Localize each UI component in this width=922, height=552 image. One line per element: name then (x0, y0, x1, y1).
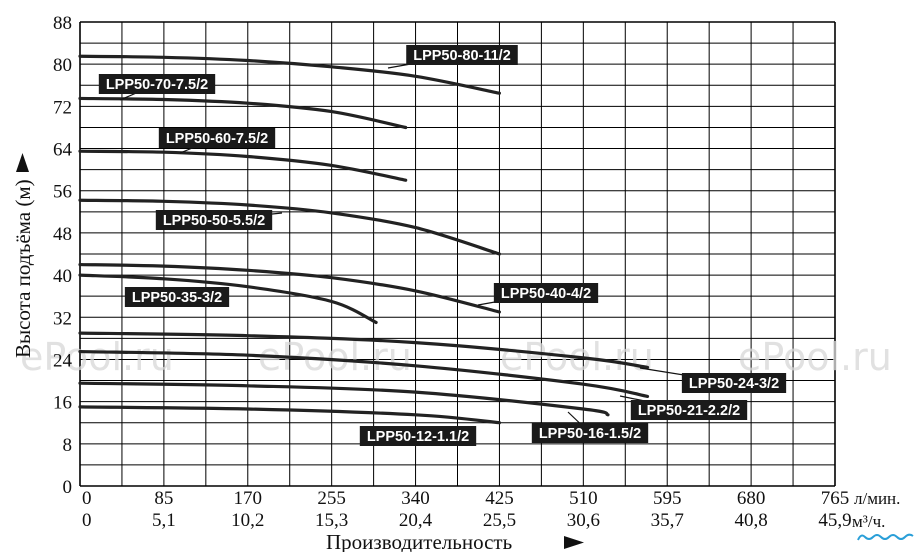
series-label: LPP50-60-7.5/2 (158, 128, 276, 154)
x2-tick-labels: 0 5,1 10,2 15,3 20,4 25,5 30,6 35,7 40,8 45,9 (82, 510, 852, 531)
x2-tick-label: 20,4 (399, 510, 433, 531)
curve-LPP50-50-5.5/2 (78, 198, 501, 256)
y-axis-title: Высота подъёма (м) (11, 179, 35, 358)
label-box (493, 283, 599, 303)
x-axis-title: Производительность (326, 530, 512, 552)
label-text: LPP50-70-7.5/2 (106, 77, 208, 93)
y-tick-label: 56 (53, 182, 72, 203)
curve-LPP50-35-3/2 (78, 273, 378, 325)
curve-LPP50-24-3/2 (78, 331, 650, 369)
x2-unit-label: м³/ч. (852, 512, 885, 531)
label-text: LPP50-12-1.1/2 (367, 429, 469, 445)
series-label: LPP50-50-5.5/2 (155, 210, 283, 230)
x-tick-label: 170 (234, 488, 263, 509)
x2-tick-label: 0 (82, 510, 92, 531)
series-label: LPP50-80-11/2 (387, 45, 518, 69)
label-box (158, 128, 276, 148)
label-text: LPP50-80-11/2 (413, 48, 511, 64)
x-tick-label: 340 (401, 488, 430, 509)
x-tick-label: 85 (154, 488, 173, 509)
curve-LPP50-16-1.5/2 (78, 381, 610, 417)
y-tick-label: 16 (53, 393, 72, 414)
label-text: LPP50-40-4/2 (501, 286, 591, 302)
y-tick-label: 0 (63, 477, 73, 498)
epool-logo (855, 531, 917, 543)
label-text: LPP50-50-5.5/2 (163, 213, 265, 229)
y-tick-label: 64 (53, 140, 73, 161)
y-tick-label: 48 (53, 224, 72, 245)
y-tick-label: 24 (53, 350, 73, 371)
label-text: LPP50-21-2.2/2 (638, 403, 740, 419)
curve-LPP50-60-7.5/2 (78, 149, 408, 182)
curve-LPP50-21-2.2/2 (78, 349, 650, 398)
x-tick-label: 425 (485, 488, 514, 509)
label-text: LPP50-24-3/2 (689, 376, 779, 392)
label-box (124, 287, 230, 307)
label-text: LPP50-35-3/2 (132, 290, 222, 306)
x-tick-label: 510 (569, 488, 598, 509)
label-box (681, 373, 787, 393)
label-text: LPP50-16-1.5/2 (539, 426, 641, 442)
curve-LPP50-70-7.5/2 (78, 96, 408, 130)
watermark-text: ePool.ru (738, 335, 892, 379)
x2-tick-label: 15,3 (315, 510, 348, 531)
label-box (630, 400, 748, 420)
x-tick-label: 595 (653, 488, 682, 509)
y-tick-label: 80 (53, 55, 72, 76)
series-label: LPP50-16-1.5/2 (531, 411, 649, 443)
x-unit-label: л/мин. (854, 489, 900, 508)
y-axis-title-group: Высота подъёма (м) (11, 153, 35, 358)
x2-tick-label: 30,6 (567, 510, 600, 531)
series-label: LPP50-24-3/2 (639, 367, 787, 393)
curve-LPP50-12-1.1/2 (78, 405, 501, 425)
x2-tick-label: 35,7 (651, 510, 684, 531)
x-axis-title-group: Производительность (326, 530, 584, 552)
y-tick-label: 32 (53, 308, 72, 329)
y-tick-label: 72 (53, 97, 72, 118)
series-label: LPP50-40-4/2 (477, 283, 599, 306)
series-label: LPP50-12-1.1/2 (359, 426, 477, 446)
x2-tick-label: 10,2 (231, 510, 264, 531)
label-box (98, 74, 216, 94)
series-labels: LPP50-80-11/2 LPP50-70-7.5/2 LPP50-60-7.5/… (98, 45, 787, 446)
label-text: LPP50-60-7.5/2 (166, 131, 268, 147)
y-axis-arrow-icon (16, 153, 29, 172)
x2-tick-label: 5,1 (152, 510, 176, 531)
x2-tick-label: 40,8 (734, 510, 767, 531)
x-axis-arrow-icon (564, 536, 584, 549)
series-label: LPP50-21-2.2/2 (619, 395, 748, 420)
label-box (155, 210, 273, 230)
x-tick-label: 0 (82, 488, 92, 509)
x2-tick-label: 25,5 (483, 510, 516, 531)
watermarks: ePool.ru ePool.ru ePool.ru ePool.ru (20, 335, 892, 379)
watermark-text: ePool.ru (20, 335, 174, 379)
y-tick-labels: 0 8 16 24 32 40 48 56 64 72 80 88 (53, 13, 73, 498)
label-box (359, 426, 477, 446)
y-tick-label: 8 (63, 435, 73, 456)
x2-tick-label: 45,9 (818, 510, 851, 531)
series-label: LPP50-70-7.5/2 (98, 74, 216, 101)
curves (78, 54, 650, 425)
x-tick-labels: 0 85 170 255 340 425 510 595 680 765 (82, 488, 849, 509)
curve-LPP50-80-11/2 (78, 54, 501, 95)
label-box (406, 45, 518, 65)
x-tick-label: 680 (737, 488, 766, 509)
label-box (531, 423, 649, 443)
series-label: LPP50-35-3/2 (124, 287, 230, 307)
x-tick-label: 255 (317, 488, 346, 509)
curve-LPP50-40-4/2 (78, 262, 501, 314)
y-tick-label: 40 (53, 266, 72, 287)
x-tick-label: 765 (821, 488, 850, 509)
y-tick-label: 88 (53, 13, 72, 34)
